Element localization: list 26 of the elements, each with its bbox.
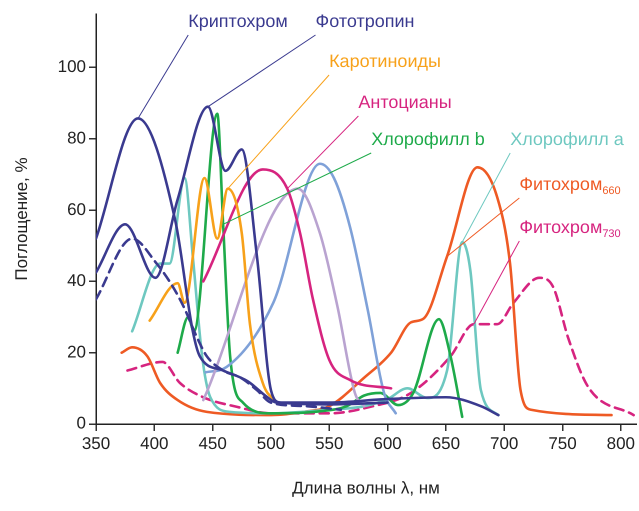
x-tick-label: 800 (606, 434, 636, 453)
y-tick-label: 20 (67, 342, 86, 362)
y-tick-label: 100 (58, 57, 86, 76)
x-tick-label: 350 (82, 434, 110, 453)
x-tick-label: 550 (315, 434, 344, 453)
y-axis-title: Поглощение, % (12, 157, 31, 281)
x-tick-label: 600 (373, 434, 402, 453)
y-tick-label: 0 (76, 414, 86, 433)
y-tick-label: 80 (67, 128, 86, 148)
text: Антоцианы (358, 92, 452, 112)
line-series (202, 187, 366, 408)
y-tick-label: 60 (67, 200, 86, 219)
y-tick-label: 40 (67, 271, 86, 290)
text: Криптохром (188, 10, 288, 31)
x-axis-title: Длина волны λ, нм (292, 478, 440, 498)
x-tick-label: 700 (490, 434, 518, 453)
x-tick-label: 450 (198, 434, 227, 453)
x-tick-label: 500 (256, 434, 286, 453)
x-tick-label: 750 (548, 434, 577, 453)
x-tick-label: 650 (432, 434, 460, 453)
text: Фототропин (316, 10, 414, 31)
x-tick-label: 400 (140, 434, 169, 453)
text: Хлорофилл b (371, 128, 485, 149)
text: Хлорофилл a (510, 128, 625, 149)
text: Каротиноиды (329, 50, 441, 71)
line-series (204, 162, 398, 415)
